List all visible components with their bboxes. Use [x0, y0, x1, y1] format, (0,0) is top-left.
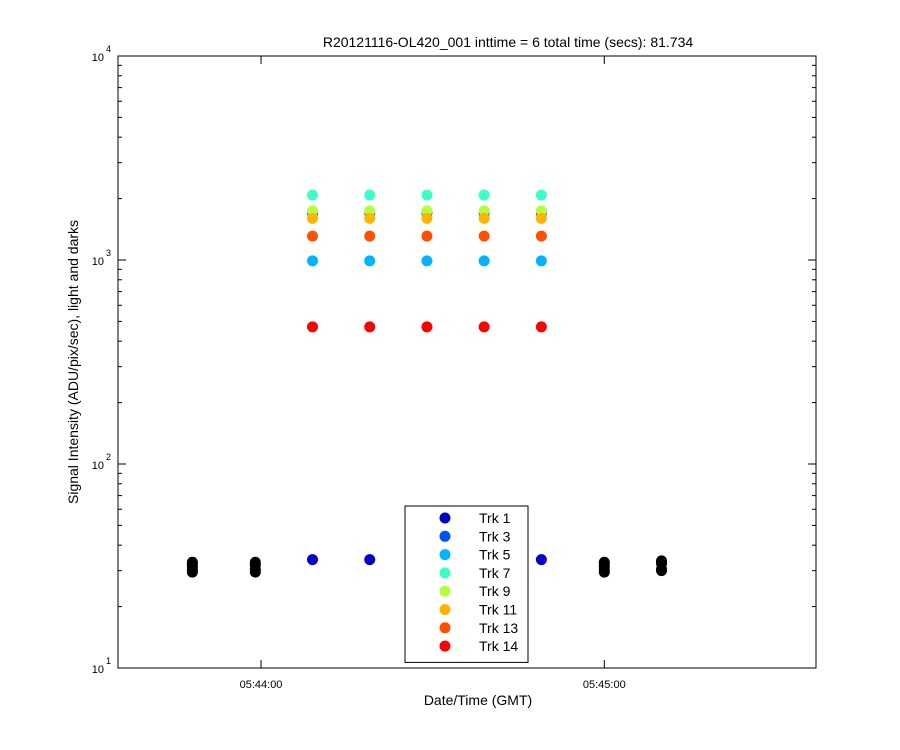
dark-point: [249, 556, 261, 568]
legend-entry: Trk 5: [439, 547, 511, 563]
legend-label: Trk 7: [479, 565, 511, 581]
data-point: [364, 554, 376, 566]
data-point: [421, 321, 433, 333]
data-point: [478, 321, 490, 333]
dark-point: [656, 555, 668, 567]
x-tick-label: 05:44:00: [240, 679, 283, 691]
data-point: [535, 321, 547, 333]
legend-entry: Trk 9: [439, 583, 511, 599]
legend-entry: Trk 14: [439, 638, 518, 654]
legend-marker: [439, 549, 451, 561]
data-point: [307, 230, 319, 242]
legend-marker: [439, 567, 451, 579]
legend-label: Trk 13: [479, 620, 518, 636]
legend-label: Trk 3: [479, 528, 511, 544]
legend-label: Trk 11: [479, 602, 517, 618]
series-trk-13: [307, 230, 547, 242]
data-point: [364, 255, 376, 267]
data-point: [364, 321, 376, 333]
series-trk-11: [307, 212, 547, 224]
legend-entry: Trk 13: [439, 620, 518, 636]
legend-box: [404, 505, 529, 663]
data-point: [364, 189, 376, 201]
y-tick-label: 10: [92, 460, 104, 472]
legend-marker: [439, 640, 451, 652]
legend: Trk 1 Trk 3 Trk 5 Trk 7 Trk 9 Trk 11 Trk 13 Trk…: [404, 505, 529, 663]
data-point: [364, 212, 376, 224]
data-point: [307, 212, 319, 224]
legend-entry: Trk 11: [439, 602, 517, 618]
legend-marker: [439, 585, 451, 597]
y-tick-exponent: 3: [106, 248, 111, 258]
data-point: [478, 189, 490, 201]
data-point: [478, 255, 490, 267]
data-point: [421, 212, 433, 224]
series-trk-5: [307, 255, 547, 267]
legend-marker: [439, 622, 451, 634]
data-point: [421, 189, 433, 201]
data-point: [364, 230, 376, 242]
legend-label: Trk 9: [479, 583, 511, 599]
data-point: [307, 321, 319, 333]
data-point: [421, 255, 433, 267]
data-point: [535, 554, 547, 566]
data-point: [478, 230, 490, 242]
x-axis-label: Date/Time (GMT): [424, 692, 532, 708]
x-ticks: 05:44:00 05:45:00: [240, 56, 626, 691]
legend-label: Trk 5: [479, 547, 511, 563]
data-point: [307, 554, 319, 566]
series-darks: [186, 555, 668, 578]
dark-point: [186, 556, 198, 568]
y-tick-exponent: 1: [106, 656, 111, 666]
legend-label: Trk 1: [479, 510, 511, 526]
axes-frame: [117, 55, 817, 669]
dark-point: [598, 556, 610, 568]
chart-title: R20121116-OL420_001 inttime = 6 total ti…: [323, 34, 694, 50]
legend-entry: Trk 3: [439, 528, 511, 544]
y-tick-exponent: 4: [106, 44, 111, 54]
data-point: [535, 189, 547, 201]
legend-label: Trk 14: [479, 638, 518, 654]
data-point: [478, 212, 490, 224]
series-trk-7: [307, 189, 547, 201]
y-tick-label: 10: [92, 52, 104, 64]
data-point: [307, 189, 319, 201]
y-axis-label: Signal Intensity (ADU/pix/sec), light an…: [65, 220, 81, 504]
legend-entry: Trk 1: [439, 510, 511, 526]
data-point: [307, 255, 319, 267]
legend-entry: Trk 7: [439, 565, 511, 581]
y-tick-label: 10: [92, 664, 104, 676]
legend-marker: [439, 604, 451, 615]
y-tick-label: 10: [92, 256, 104, 268]
series-trk-14: [307, 321, 547, 333]
x-tick-label: 05:45:00: [583, 679, 626, 691]
data-point: [535, 212, 547, 224]
y-tick-exponent: 2: [106, 452, 111, 462]
data-point: [535, 255, 547, 267]
data-point: [421, 230, 433, 242]
legend-marker: [439, 512, 451, 524]
legend-marker: [439, 530, 451, 542]
data-point: [535, 230, 547, 242]
